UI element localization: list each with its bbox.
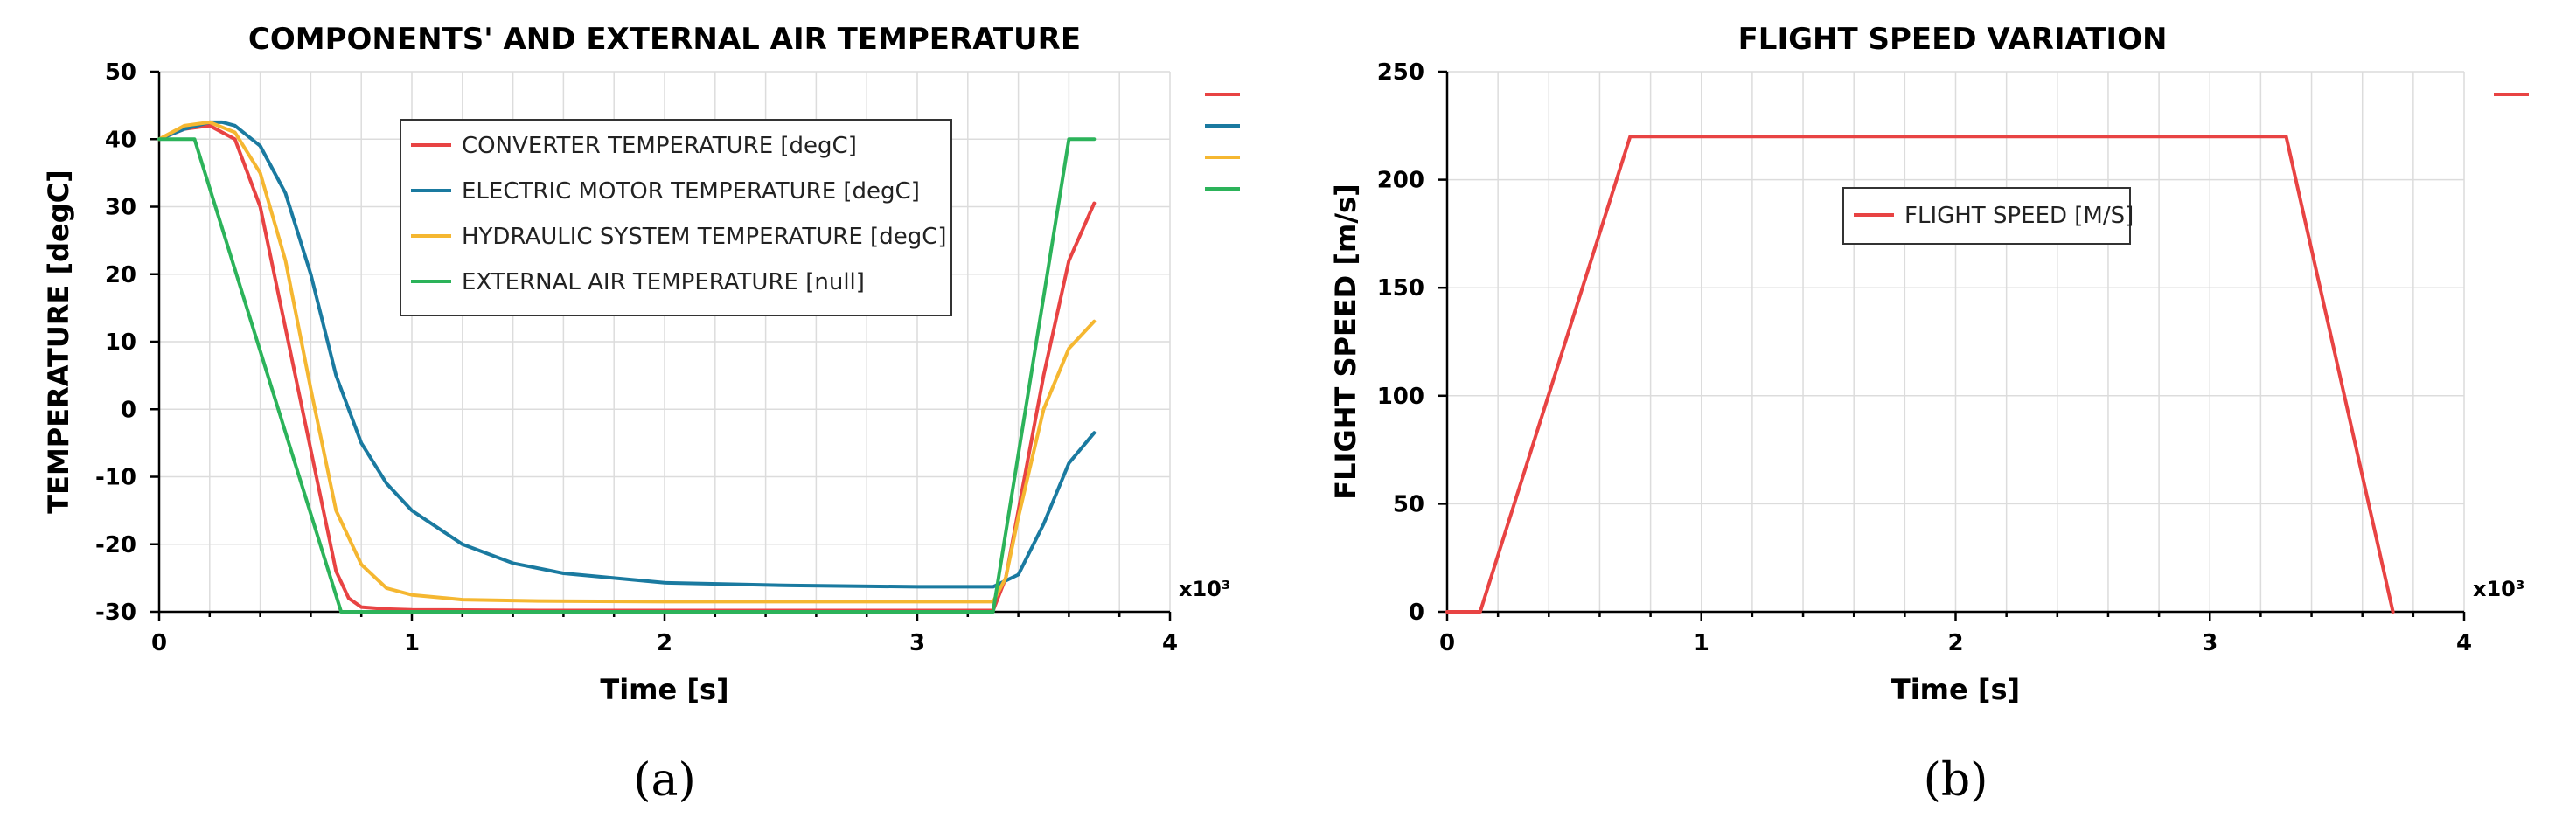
legend-label: HYDRAULIC SYSTEM TEMPERATURE [degC] xyxy=(462,224,947,250)
y-tick-label: 30 xyxy=(105,195,136,221)
x-tick-label: 2 xyxy=(1947,630,1963,656)
chart-b: 0 1 2 3 4 0 50 100 150 200 250 x10³ FLIGHT SPEED [M/… xyxy=(1329,22,2529,807)
y-tick-label: 0 xyxy=(1409,600,1424,626)
chart-a: 0 1 2 3 4 -30 -20 -10 0 10 20 30 40 50 x10³ CONVERTER T… xyxy=(42,22,1240,807)
y-axis-label: TEMPERATURE [degC] xyxy=(42,170,75,513)
y-tick-label: -10 xyxy=(95,465,136,491)
legend: CONVERTER TEMPERATURE [degC] ELECTRIC MOT… xyxy=(400,119,952,316)
y-tick-label: 50 xyxy=(1393,491,1424,517)
y-tick-label: 0 xyxy=(121,397,136,423)
legend-label: CONVERTER TEMPERATURE [degC] xyxy=(462,133,857,159)
y-tick-label: 50 xyxy=(105,59,136,86)
panel-caption: (b) xyxy=(1924,754,1988,807)
y-tick-label: 100 xyxy=(1377,384,1424,410)
series-line xyxy=(157,137,1097,614)
x-tick-label: 2 xyxy=(657,630,672,656)
x-axis-label: Time [s] xyxy=(600,673,728,706)
x-tick-label: 1 xyxy=(1694,630,1709,656)
series-line xyxy=(1445,135,2395,614)
y-tick-label: -20 xyxy=(95,532,136,558)
x-tick-label: 1 xyxy=(404,630,420,656)
panel-caption: (a) xyxy=(633,754,696,807)
x-tick-label: 3 xyxy=(909,630,925,656)
legend-label: EXTERNAL AIR TEMPERATURE [null] xyxy=(462,269,865,295)
grid xyxy=(1447,71,2465,612)
x-tick-label: 4 xyxy=(2456,630,2472,656)
series-line xyxy=(157,120,1097,604)
x-tick-label: 0 xyxy=(1439,630,1455,656)
y-axis-label: FLIGHT SPEED [m/s] xyxy=(1329,184,1362,499)
x-multiplier: x10³ xyxy=(2473,577,2524,601)
x-axis-label: Time [s] xyxy=(1891,673,2020,706)
chart-title: FLIGHT SPEED VARIATION xyxy=(1738,22,2168,57)
legend-label: ELECTRIC MOTOR TEMPERATURE [degC] xyxy=(462,178,920,205)
y-tick-label: 250 xyxy=(1377,59,1424,86)
y-tick-label: 10 xyxy=(105,329,136,356)
x-tick-label: 3 xyxy=(2202,630,2217,656)
x-tick-label: 0 xyxy=(151,630,167,656)
chart-title: COMPONENTS' AND EXTERNAL AIR TEMPERATURE xyxy=(248,22,1081,57)
y-tick-label: 200 xyxy=(1377,168,1424,194)
y-tick-label: -30 xyxy=(95,600,136,626)
y-tick-label: 20 xyxy=(105,262,136,288)
legend-label: FLIGHT SPEED [M/S] xyxy=(1904,203,2134,229)
legend: FLIGHT SPEED [M/S] xyxy=(1842,187,2134,245)
x-tick-label: 4 xyxy=(1162,630,1178,656)
y-tick-label: 40 xyxy=(105,127,136,153)
legend-box xyxy=(400,119,952,316)
y-tick-label: 150 xyxy=(1377,275,1424,302)
x-multiplier: x10³ xyxy=(1179,577,1230,601)
